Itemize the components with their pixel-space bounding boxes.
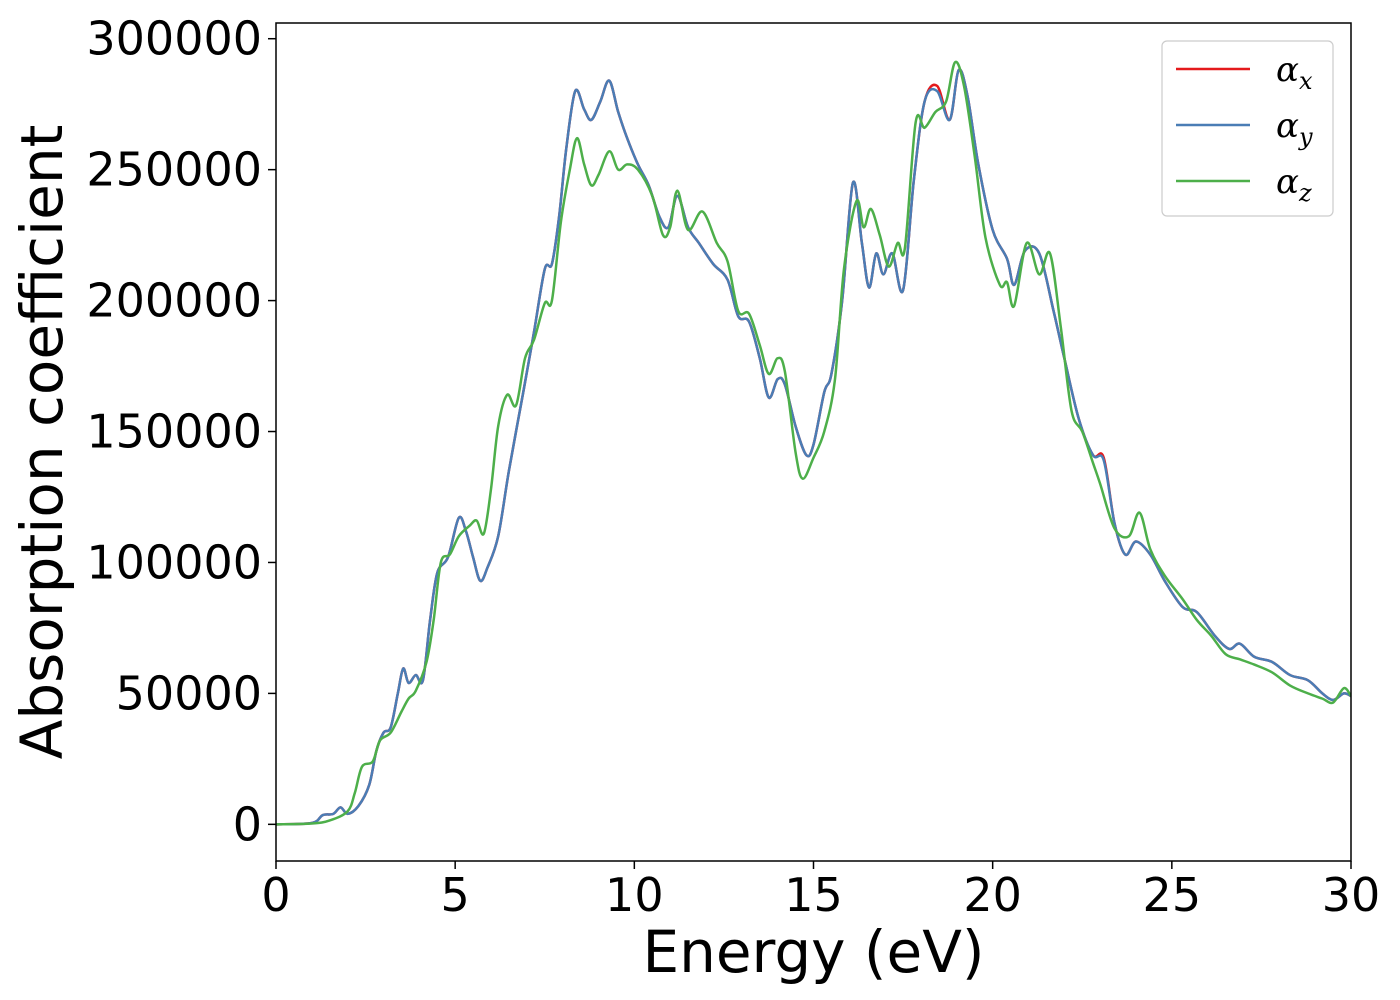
y-tick-label: 250000: [86, 143, 262, 197]
y-tick-label: 0: [233, 797, 262, 851]
y-axis: 0 50000 100000 150000 200000 250000 300000: [86, 12, 276, 851]
x-tick-label: 15: [784, 868, 843, 922]
y-tick-label: 50000: [116, 666, 262, 720]
x-axis-title: Energy (eV): [642, 918, 984, 986]
y-tick-label: 300000: [86, 12, 262, 66]
legend-symbol: α: [1276, 162, 1299, 202]
legend-label-x: αx: [1276, 50, 1313, 95]
x-tick-label: 20: [963, 868, 1022, 922]
legend-subscript: y: [1298, 123, 1313, 151]
legend-symbol: α: [1276, 50, 1299, 90]
legend-subscript: x: [1299, 67, 1313, 95]
x-axis: 0 5 10 15 20 25 30: [261, 861, 1380, 922]
legend-label-z: αz: [1276, 162, 1312, 207]
x-tick-label: 25: [1143, 868, 1202, 922]
legend-label-y: αy: [1276, 106, 1313, 151]
y-tick-label: 200000: [86, 274, 262, 328]
series-line-z: [276, 60, 1351, 826]
x-tick-label: 10: [605, 868, 664, 922]
x-tick-label: 5: [441, 868, 470, 922]
y-tick-label: 100000: [86, 535, 262, 589]
y-axis-title: Absorption coefficient: [8, 125, 76, 760]
series-line-y: [276, 68, 1351, 826]
x-tick-label: 0: [261, 868, 290, 922]
y-tick-label: 150000: [86, 405, 262, 459]
series-layer: [276, 60, 1351, 826]
legend-symbol: α: [1276, 106, 1299, 146]
legend-box: [1161, 40, 1334, 217]
legend-subscript: z: [1298, 179, 1312, 207]
x-tick-label: 30: [1322, 868, 1381, 922]
